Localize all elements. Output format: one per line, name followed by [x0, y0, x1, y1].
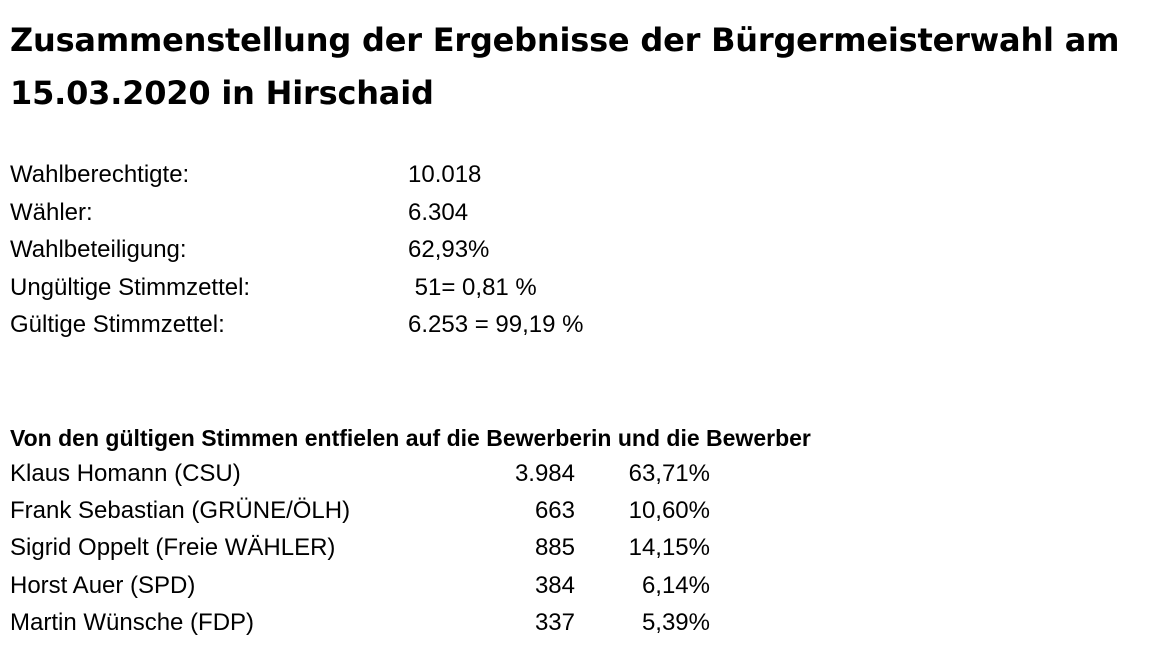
candidate-name: Horst Auer (SPD) — [10, 571, 196, 599]
stat-row-invalid-ballots: Ungültige Stimmzettel: 51= 0,81 % — [10, 269, 710, 307]
stat-label: Wahlberechtigte: — [10, 161, 190, 188]
stat-value: 6.304 — [408, 198, 469, 226]
candidate-name: Klaus Homann (CSU) — [10, 460, 241, 487]
candidate-row: Sigrid Oppelt (Freie WÄHLER) 885 14,15% — [10, 529, 770, 566]
stat-row-voters: Wähler: 6.304 — [10, 194, 710, 232]
stat-value: 10.018 — [408, 161, 482, 188]
candidate-votes: 337 — [534, 608, 575, 636]
candidate-results: Klaus Homann (CSU) 3.984 63,71% Frank Se… — [10, 455, 770, 641]
results-heading: Von den gültigen Stimmen entfielen auf d… — [10, 425, 811, 451]
candidate-votes: 885 — [534, 534, 575, 562]
stat-row-valid-ballots: Gültige Stimmzettel: 6.253 = 99,19 % — [10, 306, 710, 344]
stat-value: 62,93% — [408, 236, 490, 263]
stat-row-turnout: Wahlbeteiligung: 62,93% — [10, 231, 710, 269]
stat-value: 6.253 = 99,19 % — [408, 311, 584, 338]
candidate-votes: 3.984 — [514, 460, 575, 487]
stat-row-eligible-voters: Wahlberechtigte: 10.018 — [10, 156, 710, 194]
stat-label: Wähler: — [10, 198, 93, 226]
candidate-name: Frank Sebastian (GRÜNE/ÖLH) — [10, 497, 351, 525]
candidate-row: Klaus Homann (CSU) 3.984 63,71% — [10, 455, 770, 492]
stat-value: 51= 0,81 % — [408, 273, 537, 301]
candidate-percent: 10,60% — [628, 497, 710, 525]
summary-stats: Wahlberechtigte: 10.018 Wähler: 6.304 Wa… — [10, 156, 710, 344]
candidate-votes: 384 — [534, 571, 575, 599]
candidate-name: Sigrid Oppelt (Freie WÄHLER) — [10, 534, 336, 562]
candidate-name: Martin Wünsche (FDP) — [10, 608, 255, 636]
stat-label: Wahlbeteiligung: — [10, 236, 187, 263]
document-title: Zusammenstellung der Ergebnisse der Bürg… — [10, 21, 1120, 112]
candidate-row: Martin Wünsche (FDP) 337 5,39% — [10, 604, 770, 641]
candidate-row: Horst Auer (SPD) 384 6,14% — [10, 567, 770, 604]
candidate-percent: 63,71% — [628, 460, 710, 487]
candidate-votes: 663 — [534, 497, 575, 525]
stat-label: Ungültige Stimmzettel: — [10, 273, 251, 301]
candidate-percent: 6,14% — [641, 571, 710, 599]
candidate-percent: 5,39% — [641, 608, 710, 636]
candidate-row: Frank Sebastian (GRÜNE/ÖLH) 663 10,60% — [10, 492, 770, 529]
stat-label: Gültige Stimmzettel: — [10, 311, 225, 338]
candidate-percent: 14,15% — [628, 534, 710, 562]
